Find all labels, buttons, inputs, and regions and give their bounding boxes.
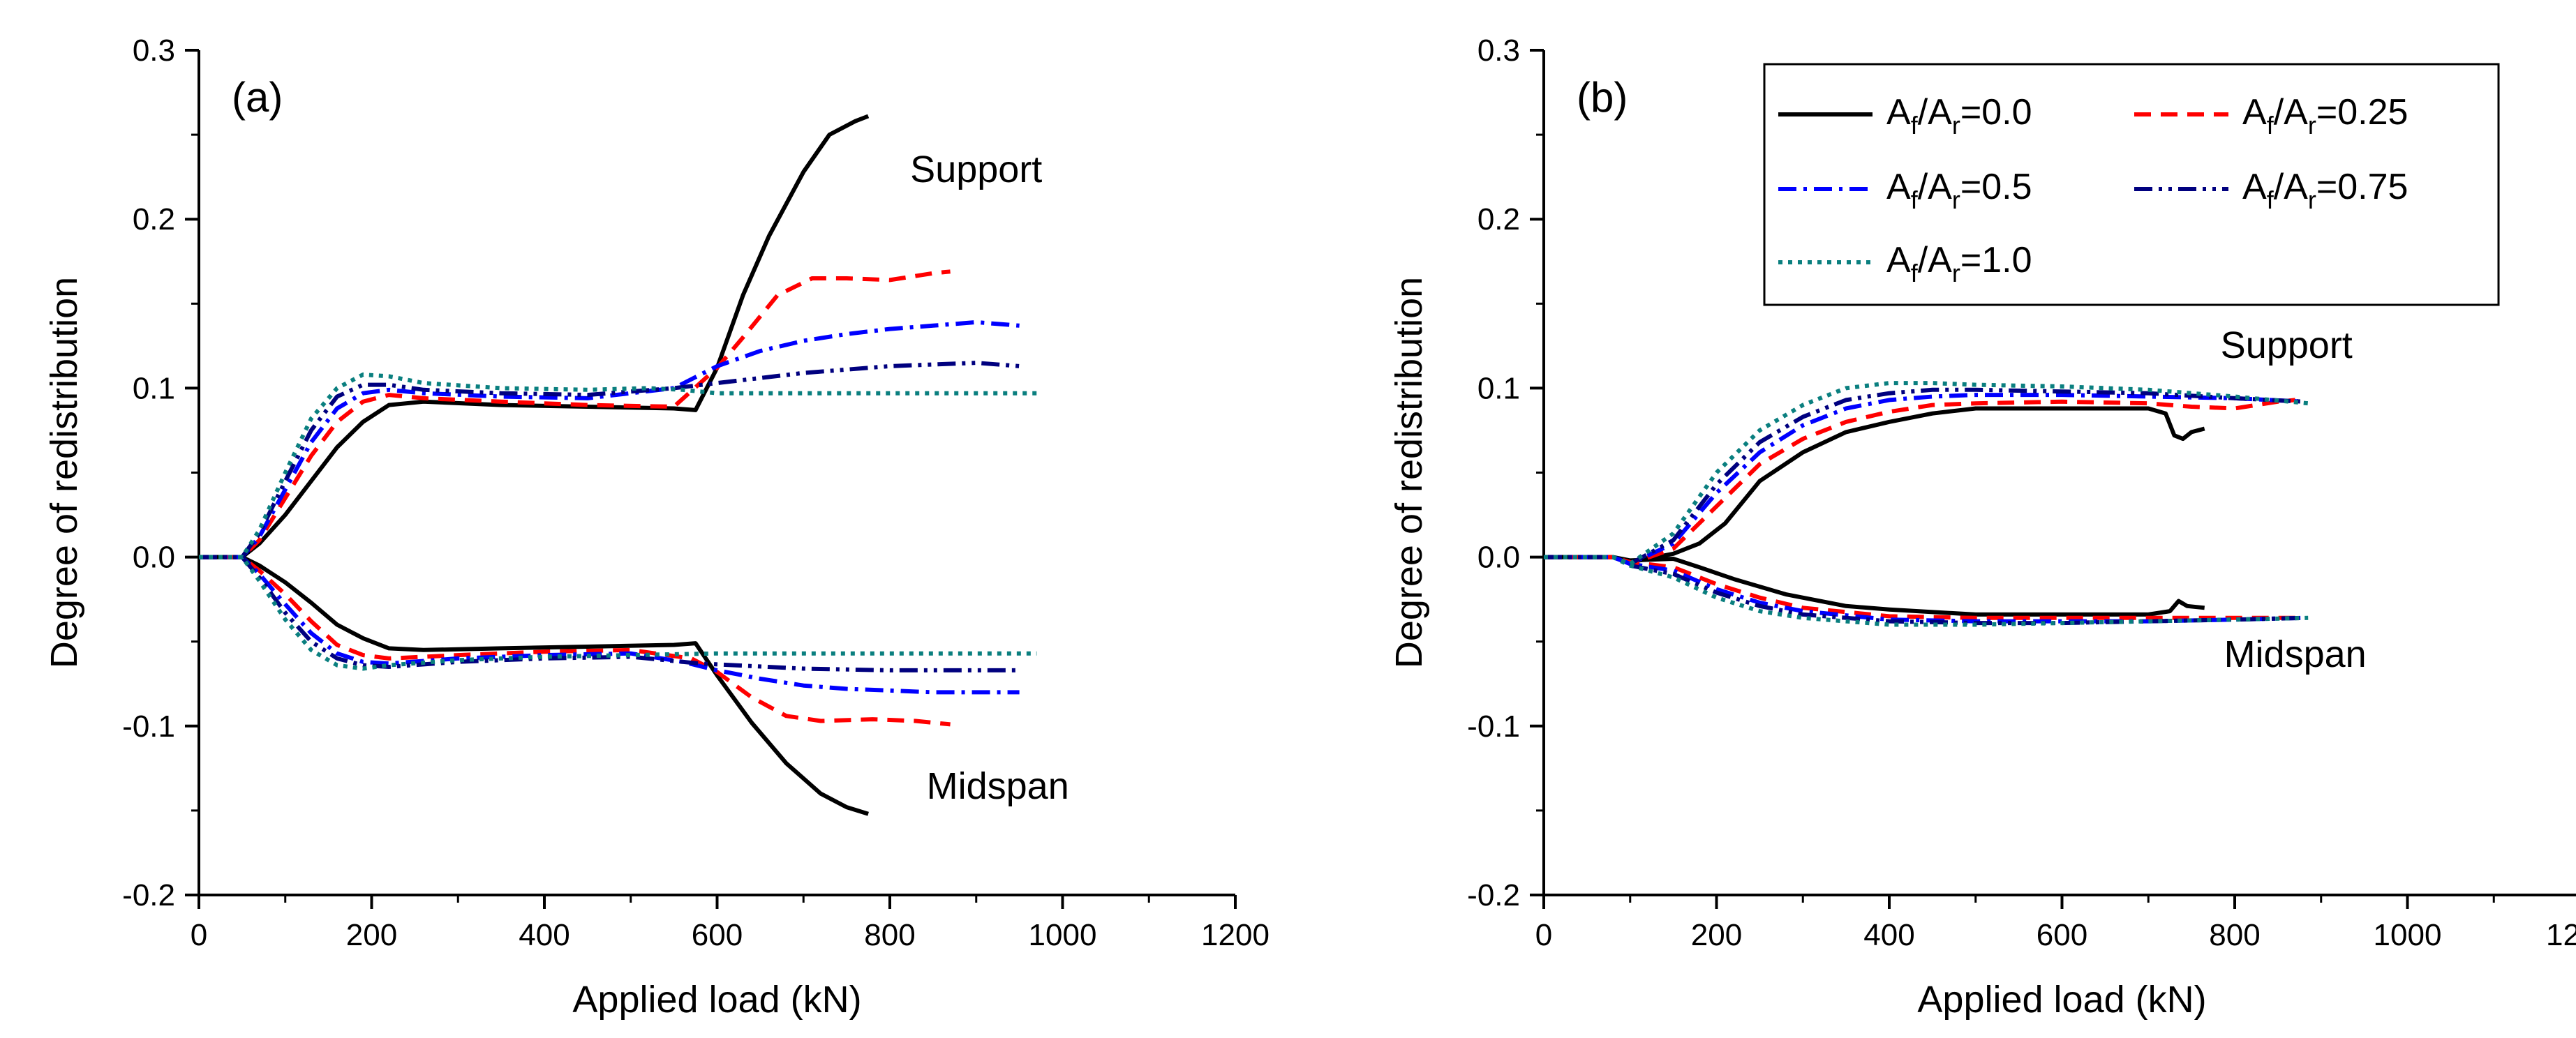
legend-label-prefix: A xyxy=(2242,92,2267,133)
x-tick-label: 0 xyxy=(191,918,207,952)
x-axis-title: Applied load (kN) xyxy=(1917,979,2206,1021)
annotation-midspan: Midspan xyxy=(2224,633,2367,675)
annotation-support: Support xyxy=(2221,324,2353,366)
legend-label: Af/Ar=0.25 xyxy=(2242,92,2408,140)
legend-label-mid: /A xyxy=(2274,92,2308,133)
series-line-midspan xyxy=(1544,555,2305,624)
panel-label: (a) xyxy=(232,74,283,121)
legend-label: Af/Ar=0.0 xyxy=(1886,92,2032,140)
series-line-midspan xyxy=(1544,555,2309,627)
y-tick-label: 0.3 xyxy=(1477,33,1520,68)
y-tick-label: -0.1 xyxy=(1467,709,1520,744)
legend-label-sub2: r xyxy=(1952,111,1960,140)
series-line-midspan xyxy=(199,555,951,727)
x-tick-label: 600 xyxy=(692,918,743,952)
x-axis-title: Applied load (kN) xyxy=(572,979,861,1021)
legend-box xyxy=(1763,63,2500,306)
x-tick-label: 200 xyxy=(1691,918,1742,952)
legend-label-mid: /A xyxy=(2274,167,2308,207)
legend-label-mid: /A xyxy=(1918,92,1952,133)
y-tick-label: -0.2 xyxy=(1467,878,1520,912)
annotation-support: Support xyxy=(910,149,1042,190)
y-tick-label: 0.3 xyxy=(133,33,175,68)
legend-label-prefix: A xyxy=(1886,92,1911,133)
panel-b: 0 200 400 600 800 1000 1200 -0.2 -0.1 0.0 0.1 0.2 0.… xyxy=(1388,33,2576,1021)
legend-label-suffix: =0.25 xyxy=(2316,92,2409,133)
x-tick-label: 1200 xyxy=(1201,918,1270,952)
x-tick-label: 1000 xyxy=(1029,918,1097,952)
x-tick-label: 200 xyxy=(346,918,397,952)
series-line-support xyxy=(199,269,951,559)
legend-label: Af/Ar=0.5 xyxy=(1886,167,2032,214)
x-tick-label: 1200 xyxy=(2546,918,2576,952)
y-tick-label: -0.2 xyxy=(122,878,175,912)
x-tick-label: 600 xyxy=(2037,918,2087,952)
legend-label-suffix: =0.0 xyxy=(1960,92,2032,133)
legend-label-sub1: f xyxy=(1911,259,1919,287)
series-line-midspan xyxy=(199,555,1020,672)
legend-label-suffix: =0.75 xyxy=(2316,167,2409,207)
panel-label: (b) xyxy=(1577,74,1628,121)
y-axis-title: Degree of redistribution xyxy=(1388,277,1430,668)
legend-label-mid: /A xyxy=(1918,240,1952,280)
series-line-support xyxy=(1544,406,2205,564)
legend-label-sub2: r xyxy=(1952,259,1960,287)
x-tick-label: 400 xyxy=(519,918,569,952)
panel-a: 0 200 400 600 800 1000 1200 -0.2 -0.1 0.0 0.1 0.2 0.… xyxy=(43,33,1270,1021)
legend-label-sub1: f xyxy=(2267,186,2275,214)
y-axis-title: Degree of redistribution xyxy=(43,277,85,668)
y-tick-label: 0.2 xyxy=(1477,202,1520,236)
series-line-support xyxy=(199,114,870,559)
annotation-midspan: Midspan xyxy=(927,765,1069,807)
x-tick-label: 400 xyxy=(1863,918,1914,952)
y-tick-label: 0.1 xyxy=(1477,371,1520,405)
y-tick-label: 0.0 xyxy=(1477,541,1520,575)
series-line-support xyxy=(199,361,1020,559)
series-line-support xyxy=(1544,381,2309,566)
series-line-midspan xyxy=(199,555,1037,671)
legend-label-prefix: A xyxy=(2242,167,2267,207)
series-line-support xyxy=(1544,393,2305,566)
y-tick-label: 0.0 xyxy=(133,541,175,575)
x-tick-label: 1000 xyxy=(2374,918,2442,952)
y-tick-label: 0.1 xyxy=(133,371,175,405)
legend-label-prefix: A xyxy=(1886,240,1911,280)
x-tick-label: 800 xyxy=(2209,918,2260,952)
legend-label-sub1: f xyxy=(1911,186,1919,214)
x-tick-label: 800 xyxy=(864,918,915,952)
legend-label-prefix: A xyxy=(1886,167,1911,207)
legend-label: Af/Ar=1.0 xyxy=(1886,240,2032,287)
legend-label-sub2: r xyxy=(2308,186,2316,214)
series-line-support xyxy=(1544,387,2305,566)
legend-label-sub1: f xyxy=(2267,111,2275,140)
series-line-midspan xyxy=(199,555,869,816)
series-line-support xyxy=(199,373,1037,559)
series-line-midspan xyxy=(199,555,1020,695)
legend-label-mid: /A xyxy=(1918,167,1952,207)
y-tick-label: 0.2 xyxy=(133,202,175,236)
legend-label-sub2: r xyxy=(1952,186,1960,214)
legend-label: Af/Ar=0.75 xyxy=(2242,167,2408,214)
legend-label-suffix: =1.0 xyxy=(1960,240,2032,280)
legend-label-suffix: =0.5 xyxy=(1960,167,2032,207)
series-line-support xyxy=(199,319,1020,559)
legend-label-sub2: r xyxy=(2308,111,2316,140)
series-line-midspan xyxy=(1544,555,2205,617)
series-line-support xyxy=(1544,398,2295,566)
legend-label-sub1: f xyxy=(1911,111,1919,140)
y-tick-label: -0.1 xyxy=(122,709,175,744)
x-tick-label: 0 xyxy=(1535,918,1552,952)
